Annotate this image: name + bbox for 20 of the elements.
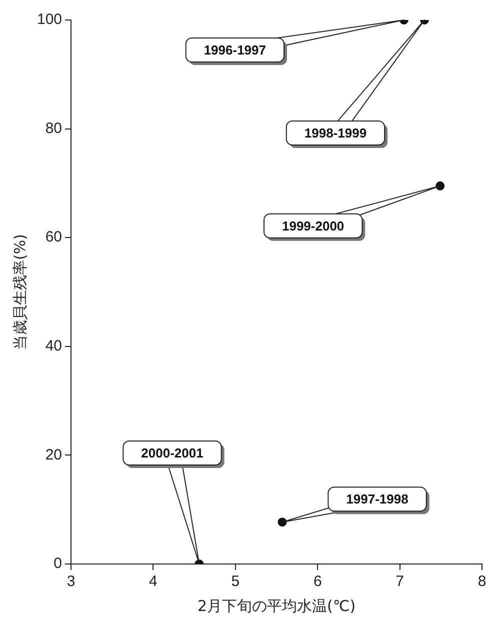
x-axis-title: 2月下旬の平均水温(℃) [197,596,356,615]
y-tick-label: 80 [45,120,62,137]
annotation: 1996-1997 [204,42,266,58]
point [436,181,445,190]
x-tick-label: 5 [231,573,240,590]
annotation: 1999-2000 [282,218,344,234]
x-tick-label: 3 [66,573,76,590]
y-tick-label: 20 [45,446,62,464]
y-tick-label: 0 [54,555,62,572]
annotation: 2000-2001 [141,446,204,460]
y-tick-label: 60 [45,228,62,246]
x-tick-label: 6 [313,573,322,590]
annotation: 1997-1998 [346,492,408,507]
x-tick-label: 8 [478,573,486,590]
y-tick-label: 40 [45,338,62,355]
y-tick-label: 100 [36,11,62,28]
annotation: 1998-1999 [304,126,367,140]
y-axis-title: 当歳貝生残率(%) [10,234,29,350]
x-tick-label: 4 [149,573,158,590]
x-tick-label: 7 [396,573,404,590]
